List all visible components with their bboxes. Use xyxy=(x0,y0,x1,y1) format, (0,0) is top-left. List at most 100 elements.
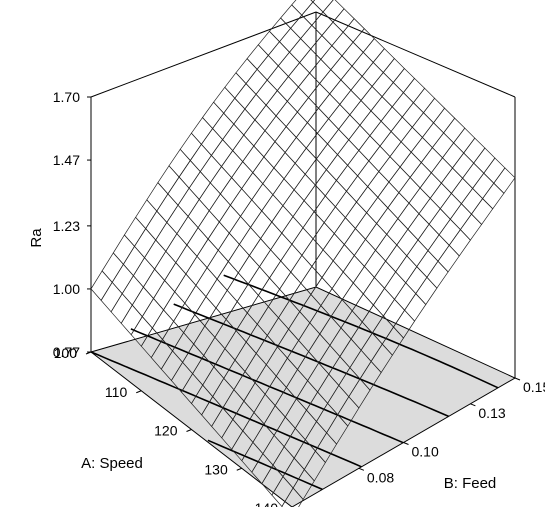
surface-cell xyxy=(237,254,260,285)
surface-cell xyxy=(269,260,292,290)
surface-cell xyxy=(358,135,381,162)
surface-cell xyxy=(423,97,446,124)
surface-cell xyxy=(229,188,253,217)
surface-cell xyxy=(228,215,251,245)
surface-cell xyxy=(142,268,166,300)
surface-cell xyxy=(291,227,314,256)
surface-cell xyxy=(168,148,191,178)
surface-cell xyxy=(242,145,265,174)
y-axis: 0.050.080.100.130.15 xyxy=(292,377,545,507)
contour-line xyxy=(207,439,323,491)
surface-cell xyxy=(365,222,388,251)
surface-cell xyxy=(315,143,338,171)
surface-cell xyxy=(166,204,189,235)
surface-cell xyxy=(363,249,387,278)
x-tick-label: 120 xyxy=(154,423,178,439)
surface-cell xyxy=(339,89,362,116)
surface-cell xyxy=(394,282,417,311)
surface-cell xyxy=(265,90,288,117)
surface-cell xyxy=(322,233,345,262)
z-axis-label: Ra xyxy=(28,228,45,248)
surface-cell xyxy=(459,213,483,241)
surface-cell xyxy=(406,239,429,268)
surface-cell xyxy=(452,152,475,179)
surface-cell xyxy=(338,114,361,141)
surface-cell xyxy=(392,67,415,94)
surface-cell xyxy=(306,107,330,134)
surface-cell xyxy=(380,106,403,133)
surface-cell xyxy=(219,177,243,206)
surface-cell xyxy=(227,243,250,274)
surface-cell xyxy=(275,100,298,128)
surface-cell xyxy=(144,239,167,270)
surface-cell xyxy=(157,165,180,195)
surface-cell xyxy=(299,48,322,74)
contour-line xyxy=(223,274,499,389)
surface-cell xyxy=(190,116,214,145)
surface-cell xyxy=(257,30,280,56)
bounding-box xyxy=(90,11,516,378)
surface-cell xyxy=(110,293,133,324)
surface-cell xyxy=(177,187,200,217)
surface-cell xyxy=(156,193,179,223)
surface-cell xyxy=(388,166,411,194)
surface-cell xyxy=(259,249,282,279)
surface-cell xyxy=(223,97,246,125)
surface-cell xyxy=(212,112,235,141)
surface-cell xyxy=(359,110,382,137)
surface-cell xyxy=(378,156,401,183)
surface-cell xyxy=(141,297,164,329)
z-tick-label: 0.77 xyxy=(53,344,80,360)
surface-cell xyxy=(438,218,461,246)
y-tick-mark xyxy=(358,467,365,471)
surface-cell xyxy=(411,112,434,138)
surface-cell xyxy=(250,210,273,240)
surface-cell xyxy=(473,147,496,174)
surface-cell xyxy=(241,172,264,201)
surface-cell xyxy=(330,55,353,81)
surface-cell xyxy=(322,0,345,23)
surface-cell xyxy=(280,243,303,273)
surface-cell xyxy=(282,189,305,218)
surface-cell xyxy=(448,229,471,257)
surface-cell xyxy=(437,244,460,273)
surface-cell xyxy=(305,132,328,160)
back-top-edge-left xyxy=(90,11,317,98)
surface-cell xyxy=(420,147,443,174)
surface-cell xyxy=(302,211,325,240)
surface-cell xyxy=(153,279,176,311)
surface-cell xyxy=(382,57,405,84)
surface-cell xyxy=(418,197,441,225)
surface-cell xyxy=(341,41,364,67)
z-tick-label: 1.23 xyxy=(53,218,80,234)
surface-cell xyxy=(216,260,239,291)
surface-cell xyxy=(472,172,495,200)
surface-cell xyxy=(296,97,319,124)
surface-cell xyxy=(346,175,369,203)
x-tick-mark xyxy=(236,467,242,471)
surface-cell xyxy=(268,17,292,43)
surface-cell xyxy=(285,111,308,138)
z-axis: 0.77 1.00 1.23 1.47 1.70 xyxy=(53,89,91,360)
surface-cell xyxy=(347,149,370,177)
surface-cell xyxy=(260,221,283,251)
y-tick-label: 0.15 xyxy=(523,379,545,395)
surface-cell xyxy=(90,270,113,301)
y-axis-label: B: Feed xyxy=(444,475,497,492)
surface-cell xyxy=(433,107,456,134)
surface-cell xyxy=(329,79,352,105)
surface-cell xyxy=(471,198,494,225)
surface-cell xyxy=(416,250,439,278)
surface-cell xyxy=(120,304,143,336)
surface-cell xyxy=(253,130,276,158)
surface-cell xyxy=(232,134,255,163)
x-tick-mark xyxy=(85,351,92,355)
surface-cell xyxy=(240,199,263,228)
surface-cell xyxy=(213,86,236,114)
surface-cell xyxy=(412,87,436,114)
surface-cell xyxy=(427,234,450,262)
surface-cell xyxy=(391,92,414,118)
surface-cell xyxy=(337,139,360,166)
surface-cell xyxy=(321,21,344,47)
surface-cell xyxy=(248,238,272,268)
